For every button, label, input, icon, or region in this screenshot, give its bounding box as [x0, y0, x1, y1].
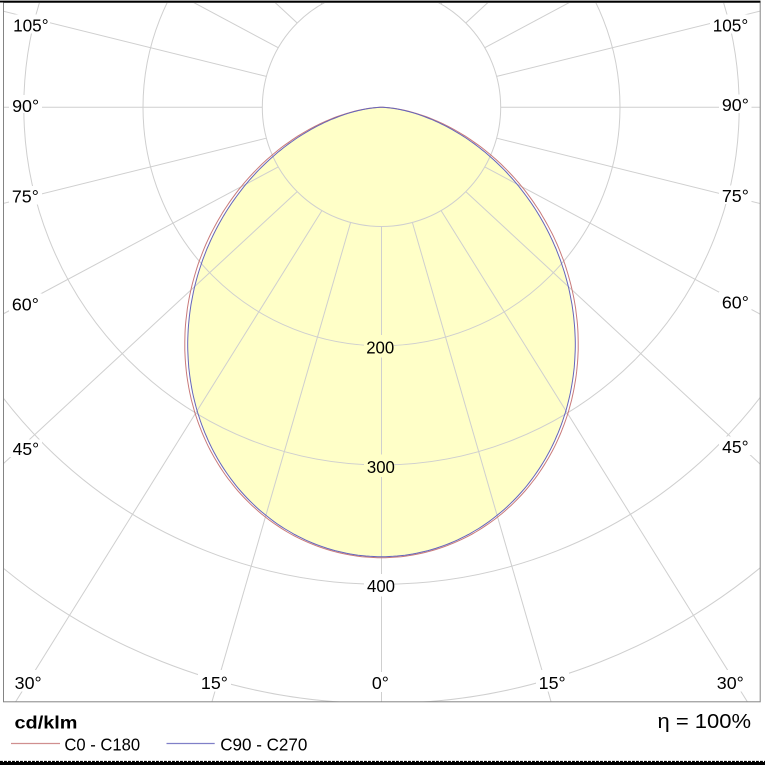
svg-text:C0 - C180: C0 - C180: [64, 734, 140, 754]
svg-text:300: 300: [367, 457, 395, 477]
svg-text:105°: 105°: [13, 15, 49, 35]
svg-text:105°: 105°: [713, 15, 749, 35]
svg-text:η = 100%: η = 100%: [658, 710, 752, 733]
svg-text:15°: 15°: [201, 673, 228, 693]
svg-text:400: 400: [367, 576, 395, 596]
svg-text:45°: 45°: [722, 437, 749, 457]
svg-text:60°: 60°: [12, 295, 39, 315]
svg-text:C90 - C270: C90 - C270: [220, 734, 307, 754]
svg-text:45°: 45°: [13, 439, 40, 459]
svg-text:90°: 90°: [722, 95, 749, 115]
svg-text:60°: 60°: [722, 293, 749, 313]
svg-text:30°: 30°: [15, 673, 42, 693]
svg-text:90°: 90°: [12, 96, 39, 116]
svg-text:cd/klm: cd/klm: [15, 712, 78, 732]
svg-text:15°: 15°: [539, 673, 566, 693]
svg-text:30°: 30°: [717, 673, 744, 693]
svg-text:75°: 75°: [12, 187, 39, 207]
svg-text:75°: 75°: [722, 186, 749, 206]
svg-text:0°: 0°: [372, 673, 389, 693]
svg-text:200: 200: [366, 338, 394, 358]
